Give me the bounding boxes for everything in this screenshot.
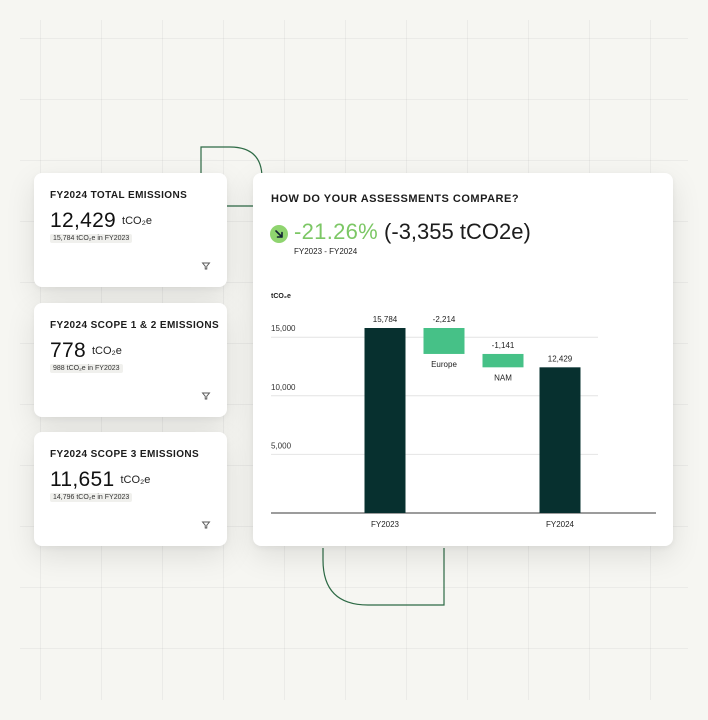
- assessment-comparison-card: HOW DO YOUR ASSESSMENTS COMPARE? -21.26%…: [253, 173, 673, 546]
- data-label: 15,784: [373, 315, 398, 324]
- category-label: Europe: [431, 360, 457, 369]
- y-tick-label: 5,000: [271, 441, 292, 450]
- kpi-unit: tCO₂e: [122, 215, 152, 227]
- y-tick-label: 10,000: [271, 383, 296, 392]
- change-percent: -21.26%: [294, 219, 379, 244]
- y-tick-label: 15,000: [271, 324, 296, 333]
- filter-icon[interactable]: [201, 520, 211, 530]
- filter-icon[interactable]: [201, 391, 211, 401]
- bar-fy2024: [539, 367, 581, 513]
- waterfall-chart: tCO₂e 5,000 10,000 15,000 15,784 FY2023 -2,214…: [271, 293, 656, 529]
- bar-fy2023: [364, 328, 406, 513]
- kpi-comparison: 14,796 tCO₂e in FY2023: [50, 493, 133, 502]
- data-label: -2,214: [433, 315, 456, 324]
- kpi-title: FY2024 SCOPE 3 EMISSIONS: [50, 449, 200, 460]
- kpi-title: FY2024 TOTAL EMISSIONS: [50, 190, 188, 201]
- kpi-comparison: 988 tCO₂e in FY2023: [50, 364, 123, 373]
- y-axis-label: tCO₂e: [271, 293, 291, 300]
- kpi-value: 12,429: [50, 209, 117, 232]
- change-absolute: (-3,355 tCO2e): [384, 219, 531, 244]
- x-tick-label: FY2024: [546, 520, 575, 529]
- filter-icon[interactable]: [201, 261, 211, 271]
- data-label: 12,429: [548, 354, 573, 363]
- kpi-unit: tCO₂e: [91, 345, 122, 357]
- kpi-card-scope-3-emissions: FY2024 SCOPE 3 EMISSIONS 11,651 tCO₂e 14,…: [34, 432, 227, 546]
- comparison-period: FY2023 - FY2024: [294, 247, 358, 256]
- kpi-unit: tCO₂e: [120, 474, 151, 486]
- kpi-title: FY2024 SCOPE 1 & 2 EMISSIONS: [50, 320, 220, 331]
- kpi-card-total-emissions: FY2024 TOTAL EMISSIONS 12,429 tCO₂e 15,78…: [34, 173, 227, 287]
- category-label: NAM: [494, 373, 512, 382]
- data-label: -1,141: [492, 341, 515, 350]
- bar-europe: [423, 328, 465, 354]
- x-tick-label: FY2023: [371, 520, 400, 529]
- kpi-value: 778: [50, 339, 86, 362]
- kpi-value: 11,651: [50, 468, 115, 491]
- kpi-comparison: 15,784 tCO₂e in FY2023: [50, 234, 133, 243]
- bar-nam: [482, 353, 524, 368]
- kpi-card-scope-1-2-emissions: FY2024 SCOPE 1 & 2 EMISSIONS 778 tCO₂e 98…: [34, 303, 227, 417]
- card-title: HOW DO YOUR ASSESSMENTS COMPARE?: [271, 193, 520, 205]
- trend-down-icon: [270, 225, 288, 243]
